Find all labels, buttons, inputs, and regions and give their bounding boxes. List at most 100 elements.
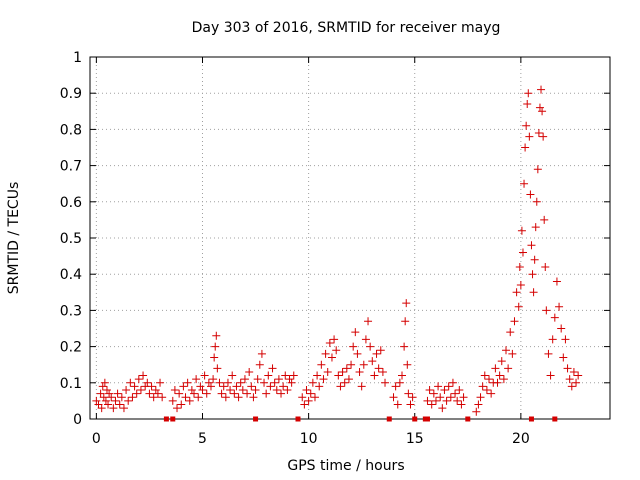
data-point (101, 396, 110, 405)
data-points (92, 85, 583, 422)
data-point (196, 382, 205, 391)
data-point (232, 382, 241, 391)
data-point (520, 179, 529, 188)
data-point (378, 367, 387, 376)
data-point (398, 371, 406, 380)
data-point (474, 400, 483, 409)
data-point (548, 335, 557, 344)
data-point (404, 389, 413, 398)
y-tick-label: 0.7 (60, 159, 82, 175)
data-point (145, 389, 154, 398)
data-point (532, 197, 541, 206)
data-point (541, 262, 550, 271)
data-point (497, 357, 506, 366)
data-point (357, 382, 366, 391)
data-point (374, 364, 383, 373)
data-point (97, 404, 106, 413)
data-point (561, 335, 570, 344)
data-point (315, 382, 324, 391)
data-point (200, 371, 209, 380)
data-point (105, 389, 114, 398)
data-point (540, 215, 549, 224)
data-point (459, 393, 468, 402)
data-point (359, 360, 368, 369)
data-point (425, 386, 434, 395)
data-point (262, 389, 271, 398)
data-point (234, 393, 243, 402)
data-point (99, 393, 108, 402)
data-point (321, 349, 330, 358)
data-point (226, 386, 235, 395)
data-point (364, 317, 373, 326)
data-point (521, 143, 530, 152)
data-point (552, 416, 558, 422)
axis-ticks: 00.10.20.30.40.50.60.70.80.910 5 10 15 20 (60, 50, 610, 447)
data-point (523, 100, 532, 109)
data-point (209, 375, 218, 384)
data-point (308, 378, 317, 387)
data-point (499, 375, 508, 384)
data-point (400, 342, 409, 351)
data-point (491, 364, 500, 373)
data-point (113, 389, 122, 398)
data-point (431, 396, 440, 405)
x-tick-label: 15 (406, 431, 424, 447)
data-point (552, 277, 561, 286)
data-point (493, 378, 502, 387)
y-axis-label: SRMTID / TECUs (6, 182, 22, 295)
data-point (386, 416, 392, 422)
data-point (223, 378, 232, 387)
data-point (351, 328, 360, 337)
data-point (170, 386, 179, 395)
data-point (128, 393, 137, 402)
data-point (240, 375, 249, 384)
data-point (100, 378, 109, 387)
data-point (344, 375, 353, 384)
data-point (270, 378, 279, 387)
data-point (440, 386, 449, 395)
data-point (423, 396, 432, 405)
y-tick-label: 0.8 (60, 122, 82, 138)
data-point (249, 393, 258, 402)
data-point (163, 416, 169, 422)
data-point (151, 386, 160, 395)
data-point (107, 393, 116, 402)
data-point (381, 378, 390, 387)
data-point (219, 382, 228, 391)
data-point (170, 416, 176, 422)
data-point (149, 393, 158, 402)
data-point (512, 288, 521, 297)
y-tick-label: 1 (73, 50, 82, 66)
data-point (98, 382, 107, 391)
data-point (528, 416, 534, 422)
data-point (538, 107, 547, 116)
data-point (194, 393, 203, 402)
data-point (557, 324, 566, 333)
data-point (102, 386, 111, 395)
data-point (533, 165, 542, 174)
x-tick-label: 5 (198, 431, 207, 447)
data-point (295, 416, 301, 422)
data-point (253, 375, 262, 384)
data-point (260, 378, 269, 387)
data-point (525, 132, 534, 141)
data-point (285, 375, 294, 384)
data-point (544, 349, 553, 358)
data-point (478, 382, 487, 391)
y-tick-label: 0.1 (60, 376, 82, 392)
data-point (210, 353, 219, 362)
data-point (395, 378, 404, 387)
data-point (539, 132, 548, 141)
data-point (147, 382, 156, 391)
data-point (515, 262, 524, 271)
data-point (368, 357, 377, 366)
data-point (139, 371, 148, 380)
data-point (555, 302, 564, 311)
data-point (319, 375, 328, 384)
data-point (495, 371, 504, 380)
y-tick-label: 0.6 (60, 195, 82, 211)
data-point (457, 400, 466, 409)
data-point (238, 386, 247, 395)
